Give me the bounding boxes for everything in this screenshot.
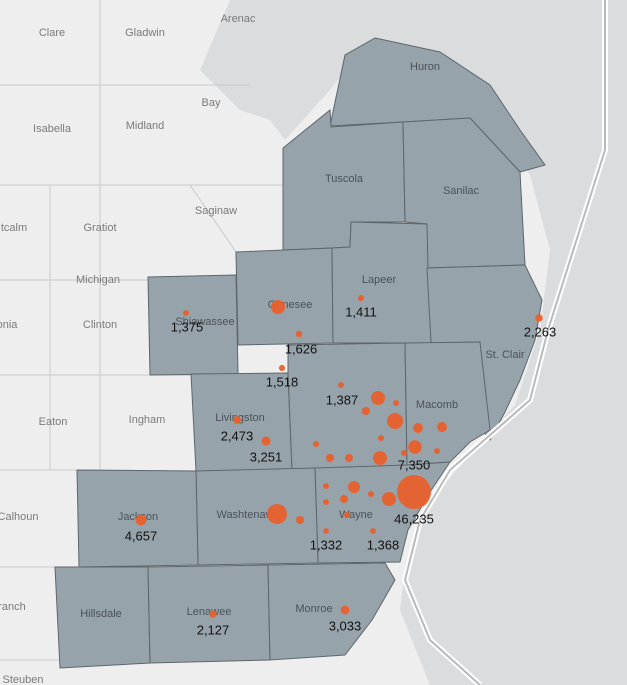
bubble <box>209 610 217 618</box>
bubble <box>344 453 354 463</box>
place-label: Gratiot <box>83 222 116 234</box>
bubble <box>397 475 431 509</box>
bubble <box>270 299 286 315</box>
value-label: 3,251 <box>250 449 283 464</box>
bubble <box>392 399 400 407</box>
place-label: ranch <box>0 601 26 613</box>
bubble <box>322 482 330 490</box>
bubble <box>338 382 344 388</box>
place-label: Lenawee <box>187 606 232 618</box>
bubble <box>312 440 320 448</box>
place-label: Huron <box>410 61 440 73</box>
bubble <box>135 514 147 526</box>
border-line <box>401 0 608 685</box>
value-label: 46,235 <box>394 511 434 526</box>
place-label: Tuscola <box>325 173 364 185</box>
value-label: 2,263 <box>524 324 557 339</box>
bubble <box>233 416 241 424</box>
bubble <box>278 364 286 372</box>
value-label: 4,657 <box>125 528 158 543</box>
value-label: 1,387 <box>326 392 359 407</box>
place-label: Michigan <box>76 274 120 286</box>
place-label: Gladwin <box>125 27 165 39</box>
bubble <box>381 491 397 507</box>
bubble <box>347 480 361 494</box>
value-label: 2,473 <box>221 428 254 443</box>
county <box>267 562 396 661</box>
value-label: 2,127 <box>197 622 230 637</box>
bubble <box>266 503 288 525</box>
bubble <box>367 490 375 498</box>
bubble <box>361 406 371 416</box>
border <box>0 0 285 661</box>
value-label: 1,368 <box>367 537 400 552</box>
bubble <box>372 450 388 466</box>
county <box>331 221 432 344</box>
counties <box>54 37 546 669</box>
bubble <box>535 314 543 322</box>
place-label: Eaton <box>39 416 68 428</box>
place-label: Bay <box>202 97 221 109</box>
bubble <box>325 453 335 463</box>
place-label: Midland <box>126 120 165 132</box>
bubble <box>183 310 189 316</box>
place-label: Clinton <box>83 319 117 331</box>
place-label: Shiawassee <box>175 316 234 328</box>
bubble <box>412 422 424 434</box>
place-label: Lapeer <box>362 274 397 286</box>
bubble <box>295 330 303 338</box>
bubble <box>436 421 448 433</box>
value-label: 1,626 <box>285 341 318 356</box>
value-label: 1,411 <box>345 304 377 319</box>
place-label: Steuben <box>3 674 44 685</box>
bubble <box>433 447 441 455</box>
bubble <box>343 511 351 519</box>
county <box>235 247 334 346</box>
place-label: Isabella <box>33 123 72 135</box>
place-label: Washtenaw <box>216 509 273 521</box>
lake <box>200 0 627 685</box>
place-label: Hillsdale <box>80 608 122 620</box>
bubble <box>339 494 349 504</box>
value-label: 1,332 <box>310 537 343 552</box>
bubble <box>322 498 330 506</box>
place-label: Macomb <box>416 399 458 411</box>
bubble <box>386 412 404 430</box>
place-label: Arenac <box>221 13 256 25</box>
place-label: Monroe <box>295 603 332 615</box>
place-label: tcalm <box>1 222 27 234</box>
value-label: 7,350 <box>398 457 431 472</box>
place-label: St. Clair <box>485 349 524 361</box>
bubble <box>323 528 329 534</box>
bubble <box>408 440 422 454</box>
place-label: Clare <box>39 27 65 39</box>
place-label: Ingham <box>129 414 166 426</box>
county-lines <box>0 0 285 661</box>
bubble <box>377 434 385 442</box>
value-label: 1,518 <box>266 374 299 389</box>
bubble <box>370 528 376 534</box>
bubble <box>295 515 305 525</box>
place-label: onia <box>0 319 18 331</box>
bubble <box>400 449 408 457</box>
value-label: 1,375 <box>171 319 204 334</box>
value-label: 3,033 <box>329 618 362 633</box>
bubble <box>370 390 386 406</box>
place-label: Calhoun <box>0 511 38 523</box>
place-label: Saginaw <box>195 205 237 217</box>
place-label: Sanilac <box>443 185 480 197</box>
bubble <box>261 436 271 446</box>
bubble <box>358 295 364 301</box>
bubble <box>340 605 350 615</box>
